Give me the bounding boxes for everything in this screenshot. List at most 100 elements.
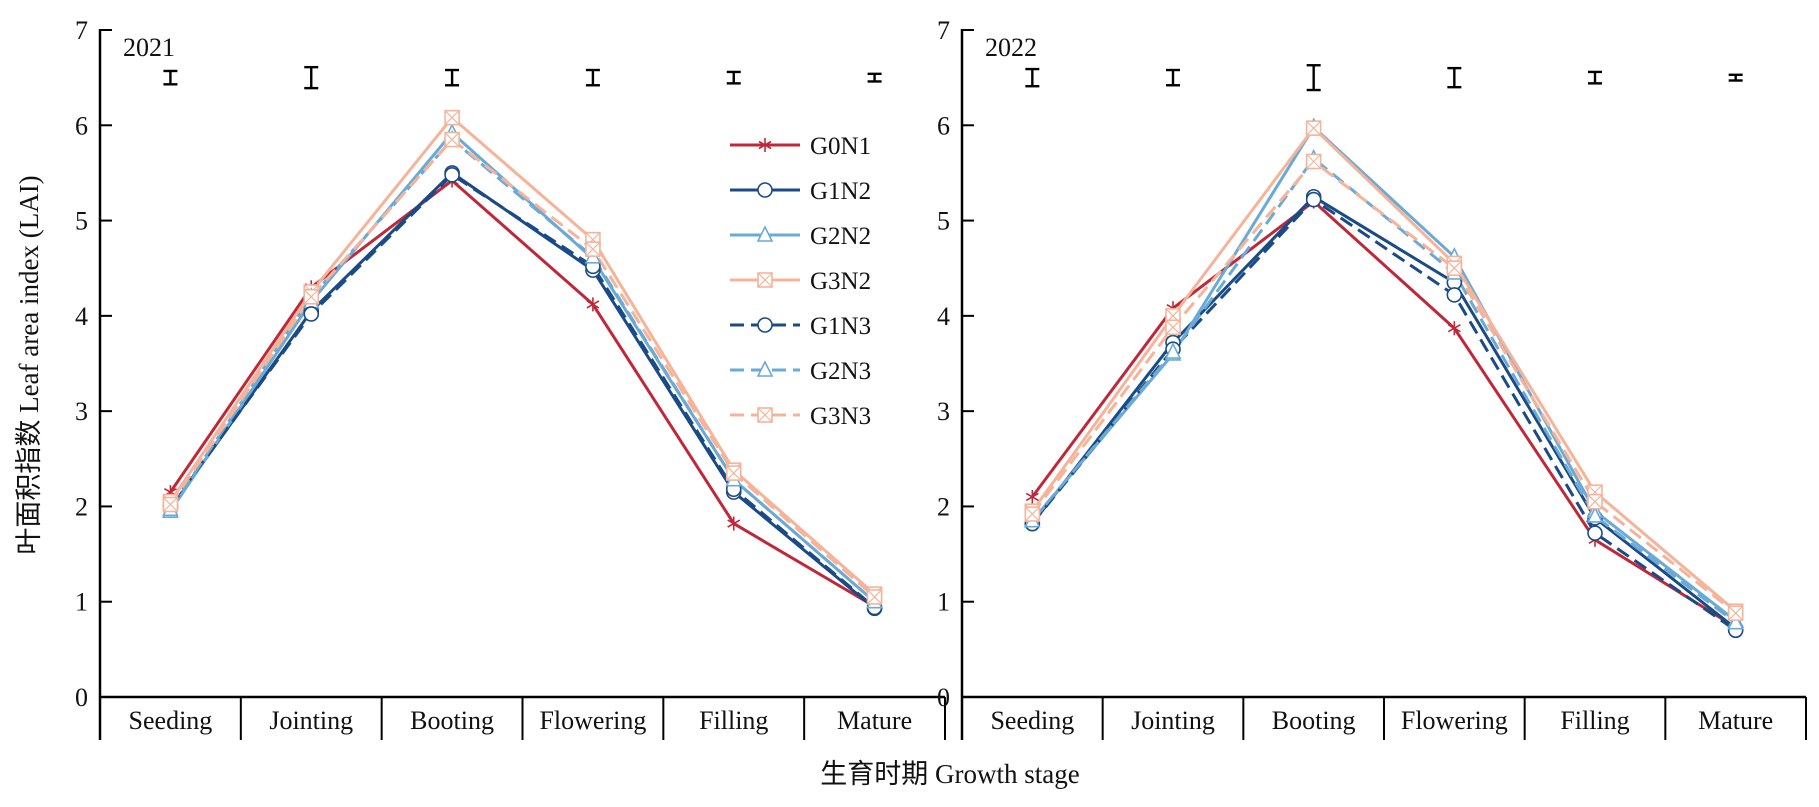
y-tick-label: 1 bbox=[937, 588, 950, 617]
marker-triangle bbox=[756, 360, 774, 377]
data-point-g3n3 bbox=[866, 589, 883, 605]
legend-item-g1n2: G1N2 bbox=[730, 178, 871, 205]
marker-box-cross bbox=[444, 132, 460, 148]
marker-box-cross bbox=[1446, 260, 1462, 276]
panel-title: 2022 bbox=[985, 33, 1037, 62]
series-line-g3n3 bbox=[1031, 160, 1737, 615]
y-tick-label: 5 bbox=[75, 207, 88, 236]
y-tick-label: 2 bbox=[75, 492, 88, 521]
series-group bbox=[162, 109, 883, 617]
series-line-g3n3 bbox=[169, 138, 876, 599]
marker-circle bbox=[757, 317, 773, 333]
legend-label: G3N3 bbox=[810, 403, 871, 430]
data-point-g3n3 bbox=[1305, 153, 1322, 170]
series-line-g0n1 bbox=[169, 179, 876, 608]
marker-box-cross bbox=[1024, 506, 1040, 522]
x-tick-label: Booting bbox=[1272, 706, 1356, 735]
data-point-g3n3 bbox=[1587, 493, 1603, 510]
panel-2022: 0 1 2 3 4 5 6 7 Seeding Jointing Booting Flowering F… bbox=[937, 16, 1807, 740]
error-bar bbox=[304, 65, 319, 90]
legend-marker bbox=[757, 182, 773, 198]
marker-box-cross bbox=[726, 465, 742, 481]
legend-label: G1N3 bbox=[810, 313, 871, 340]
y-tick-label: 2 bbox=[937, 492, 950, 521]
marker-circle bbox=[444, 167, 460, 183]
marker-triangle bbox=[1586, 506, 1604, 523]
data-point-g0n1 bbox=[1447, 321, 1461, 336]
y-tick-label: 3 bbox=[75, 397, 88, 426]
marker-box-cross bbox=[867, 589, 883, 605]
legend-marker bbox=[756, 225, 774, 242]
legend-item-g3n3: G3N3 bbox=[730, 403, 871, 430]
y-tick-label: 0 bbox=[937, 683, 950, 712]
marker-box-cross bbox=[1728, 605, 1744, 621]
data-point-g1n3 bbox=[303, 306, 320, 322]
legend-marker bbox=[757, 407, 773, 423]
data-point-g0n1 bbox=[586, 297, 600, 312]
x-tick-label: Filling bbox=[699, 706, 768, 735]
y-tick-label: 1 bbox=[75, 588, 88, 617]
series-line-g3n2 bbox=[1031, 126, 1737, 613]
data-point-g2n3 bbox=[1164, 342, 1182, 359]
legend-label: G0N1 bbox=[810, 133, 871, 160]
legend-label: G2N2 bbox=[810, 223, 871, 250]
data-point-g0n1 bbox=[727, 516, 741, 531]
legend-marker bbox=[757, 317, 773, 333]
data-point-g3n3 bbox=[1727, 605, 1744, 621]
legend-marker bbox=[757, 272, 773, 288]
y-tick-label: 7 bbox=[937, 16, 950, 45]
marker-triangle bbox=[756, 225, 774, 242]
series-line-g2n2 bbox=[169, 131, 876, 603]
legend-item-g2n2: G2N2 bbox=[730, 223, 871, 250]
data-point-g1n3 bbox=[1305, 191, 1322, 208]
marker-triangle bbox=[1164, 342, 1182, 359]
data-point-g1n3 bbox=[1587, 525, 1603, 541]
error-bar bbox=[445, 68, 460, 87]
marker-circle bbox=[303, 306, 320, 322]
y-tick-label: 7 bbox=[75, 16, 88, 45]
error-bar bbox=[163, 69, 178, 86]
y-tick-label: 3 bbox=[937, 397, 950, 426]
marker-triangle bbox=[1727, 612, 1744, 630]
panel-2021: 0 1 2 3 4 5 6 7 Seeding Jointing Booting Flowering F… bbox=[75, 16, 946, 740]
y-tick-label: 6 bbox=[937, 111, 950, 140]
marker-box-cross bbox=[757, 407, 773, 423]
series-line-g0n1 bbox=[1031, 200, 1737, 629]
series-line-g1n3 bbox=[1031, 198, 1737, 632]
marker-box-cross bbox=[303, 289, 319, 305]
x-tick-label: Mature bbox=[1698, 706, 1773, 735]
marker-box-cross bbox=[1306, 154, 1322, 169]
data-point-g1n3 bbox=[1446, 287, 1463, 303]
marker-box-cross bbox=[757, 272, 773, 288]
series-line-g2n3 bbox=[1031, 157, 1737, 624]
marker-circle bbox=[1446, 287, 1463, 303]
data-point-g3n2 bbox=[1305, 120, 1322, 136]
data-point-g3n2 bbox=[444, 109, 460, 126]
data-point-g2n3 bbox=[1586, 506, 1604, 523]
legend-marker bbox=[756, 360, 774, 377]
error-bar bbox=[867, 72, 882, 83]
error-bar bbox=[726, 70, 741, 85]
data-point-g3n3 bbox=[1165, 319, 1181, 336]
marker-star-stroke bbox=[727, 519, 741, 528]
marker-box-cross bbox=[585, 241, 601, 257]
data-point-g3n3 bbox=[1024, 506, 1041, 522]
axes: 0 1 2 3 4 5 6 7 Seeding Jointing Booting Flowering F… bbox=[75, 16, 946, 740]
data-point-g3n3 bbox=[444, 131, 460, 148]
legend-label: G3N2 bbox=[810, 268, 871, 295]
y-tick-label: 4 bbox=[75, 302, 88, 331]
data-point-g3n3 bbox=[725, 465, 742, 481]
error-bar bbox=[1447, 66, 1462, 89]
series-line-g3n2 bbox=[169, 116, 876, 596]
marker-box-cross bbox=[1306, 120, 1322, 136]
x-tick-label: Seeding bbox=[990, 706, 1074, 735]
data-point-g1n3 bbox=[444, 167, 460, 183]
x-tick-label: Seeding bbox=[129, 706, 213, 735]
y-tick-label: 5 bbox=[937, 207, 950, 236]
x-tick-label: Filling bbox=[1560, 706, 1629, 735]
x-tick-label: Jointing bbox=[1131, 706, 1215, 735]
legend-item-g3n2: G3N2 bbox=[730, 268, 871, 295]
legend-item-g1n3: G1N3 bbox=[730, 313, 871, 340]
legend-label: G2N3 bbox=[810, 358, 871, 385]
